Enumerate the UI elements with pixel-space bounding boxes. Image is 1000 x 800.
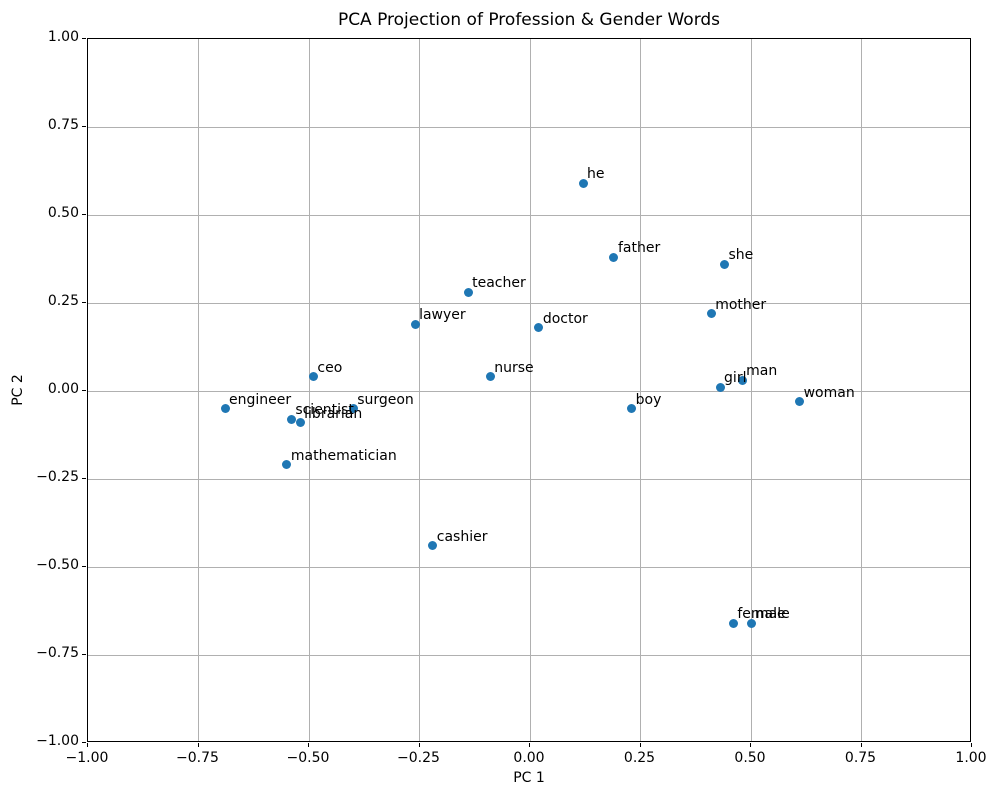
scatter-point-doctor [534,323,544,333]
scatter-point-mathematician [282,460,292,470]
y-tick-mark [82,302,86,303]
y-gridline [88,566,970,568]
point-label-he: he [587,166,605,183]
x-tick-label: 0.50 [734,750,766,766]
x-tick-label: −1.00 [65,750,109,766]
y-tick-mark [82,478,86,479]
point-label-scientist: scientist [295,402,354,419]
scatter-point-man [737,375,747,385]
y-tick-mark [82,214,86,215]
x-gridline [308,39,310,741]
x-tick-label: 0.75 [844,750,877,766]
scatter-point-male [746,618,756,628]
x-tick-label: 1.00 [955,750,987,766]
y-gridline [88,302,970,304]
y-gridline [88,126,970,128]
x-tick-mark [860,743,862,747]
scatter-point-cashier [428,541,438,551]
point-label-cashier: cashier [436,528,488,545]
x-gridline [750,39,752,741]
y-tick-mark [82,38,86,39]
point-label-nurse: nurse [494,359,534,376]
point-label-father: father [617,240,661,257]
point-label-lawyer: lawyer [419,307,466,324]
point-label-woman: woman [803,384,855,401]
scatter-point-mother [706,309,716,319]
x-tick-mark [308,743,309,747]
x-tick-mark [639,743,641,747]
y-gridline [88,390,970,392]
scatter-point-woman [795,397,805,407]
y-tick-label: −0.50 [36,557,79,573]
x-tick-label: −0.25 [397,750,440,766]
point-label-surgeon: surgeon [357,391,414,408]
x-tick-mark [529,743,530,747]
y-tick-mark [82,126,86,127]
scatter-point-ceo [308,372,318,382]
x-gridline [640,39,641,741]
scatter-point-father [609,252,619,262]
chart-title: PCA Projection of Profession & Gender Wo… [337,10,721,30]
x-tick-mark [418,743,420,747]
point-label-man: man [746,363,778,380]
scatter-point-lawyer [410,319,420,329]
scatter-point-girl [715,382,725,392]
point-label-ceo: ceo [317,359,343,376]
scatter-point-female [728,618,738,628]
x-gridline [529,39,531,741]
scatter-point-boy [627,404,637,414]
x-tick-label: −0.50 [286,750,330,766]
scatter-point-engineer [220,404,230,414]
x-tick-mark [750,743,751,747]
y-tick-label: 0.25 [47,293,79,309]
scatter-point-scientist [286,414,296,424]
x-tick-mark [971,743,972,747]
point-label-doctor: doctor [542,310,588,327]
y-gridline [88,214,970,216]
plot-area: he father she teacher mother lawyer doctor ceo n… [87,38,971,742]
x-gridline [861,39,862,741]
y-tick-label: 0.75 [47,117,79,133]
scatter-point-surgeon [348,404,358,414]
x-tick-mark [197,743,199,747]
y-tick-label: −1.00 [36,733,79,749]
y-tick-label: 0.00 [47,381,79,397]
y-tick-label: 0.50 [47,205,79,221]
point-label-librarian: librarian [304,405,363,422]
point-label-mathematician: mathematician [290,447,397,464]
x-gridline [419,39,420,741]
point-label-boy: boy [635,391,662,408]
x-tick-label: 0.25 [623,750,656,766]
y-tick-mark [82,566,86,567]
scatter-point-teacher [463,287,473,297]
x-tick-mark [87,743,88,747]
scatter-point-nurse [485,372,495,382]
y-tick-mark [82,742,86,743]
point-label-mother: mother [715,296,767,313]
point-label-engineer: engineer [229,391,292,408]
x-gridline [198,39,199,741]
scatter-point-he [578,178,588,188]
y-tick-mark [82,654,86,655]
scatter-point-she [719,259,729,269]
scatter-point-librarian [295,418,305,428]
y-gridline [88,654,970,656]
point-label-girl: girl [724,370,747,387]
y-gridline [88,478,970,480]
y-tick-label: −0.75 [36,645,79,661]
point-label-she: she [728,247,754,264]
x-axis-label: PC 1 [513,770,545,786]
x-tick-label: 0.00 [513,750,545,766]
y-tick-label: 1.00 [47,29,79,45]
x-tick-label: −0.75 [176,750,219,766]
point-label-male: male [755,606,790,623]
point-label-teacher: teacher [472,275,526,292]
y-tick-label: −0.25 [36,469,79,485]
point-label-female: female [737,606,786,623]
y-tick-mark [82,390,86,391]
